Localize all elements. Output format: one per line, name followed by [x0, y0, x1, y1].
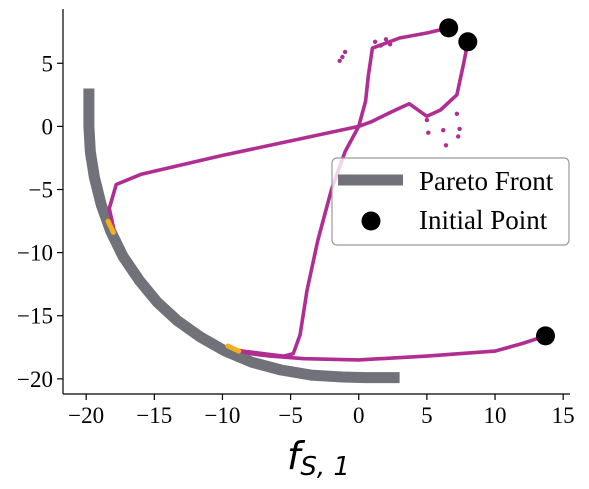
x-axis-label: fS, 1: [287, 434, 350, 482]
y-tick-label: −5: [29, 178, 53, 203]
x-axis-label-subscript: S, 1: [300, 452, 350, 482]
x-tick-label: 15: [552, 403, 575, 428]
trajectory-point: [424, 117, 430, 123]
trajectory-point: [337, 58, 342, 63]
optimum-segment-1: [105, 218, 116, 235]
legend-label-initial: Initial Point: [419, 205, 548, 235]
pareto-front-band: [83, 88, 400, 384]
legend-initial-swatch: [361, 211, 381, 231]
x-tick-label: −10: [204, 403, 240, 428]
pareto-front-series: [83, 88, 400, 384]
y-tick-label: −10: [17, 241, 53, 266]
x-tick-label: −15: [136, 403, 172, 428]
trajectory-point: [372, 39, 378, 44]
y-tick-label: −20: [17, 367, 53, 392]
x-tick-label: 0: [353, 403, 365, 428]
legend: Pareto Front Initial Point: [331, 157, 570, 246]
x-tick-label: 5: [421, 403, 433, 428]
trajectory-point: [441, 128, 446, 133]
trajectory-point: [426, 130, 431, 135]
trajectory-path-5: [234, 334, 548, 362]
trajectory-point: [456, 134, 461, 139]
trajectory-point: [383, 37, 389, 42]
trajectory-point: [342, 49, 348, 55]
y-tick-label: 0: [42, 114, 54, 139]
x-axis-ticks: −20 −15 −10 −5 0 5 10 15: [68, 394, 575, 428]
x-tick-label: 10: [484, 403, 507, 428]
trajectory-point: [454, 111, 460, 117]
x-tick-label: −5: [278, 403, 302, 428]
legend-label-pareto: Pareto Front: [419, 166, 554, 196]
y-axis-ticks: −20 −15 −10 −5 0 5: [17, 51, 63, 392]
trajectory-point: [340, 54, 345, 60]
initial-point-series: [439, 18, 555, 346]
trajectory-point: [378, 43, 383, 48]
optimum-segment-2: [225, 343, 242, 354]
optimum-segments: [105, 218, 242, 354]
plot-area: [83, 18, 555, 384]
y-tick-label: 5: [42, 51, 54, 76]
initial-point: [439, 18, 459, 38]
initial-point: [536, 326, 555, 346]
trajectory-point: [457, 126, 462, 132]
trajectory-point: [387, 42, 393, 47]
trajectory-point: [443, 143, 449, 148]
trajectory-path-3: [107, 124, 361, 230]
trajectory-path-2: [356, 39, 470, 129]
x-tick-label: −20: [68, 403, 104, 428]
y-tick-label: −15: [17, 304, 53, 329]
trajectory-path-1: [356, 26, 451, 129]
initial-point: [458, 32, 478, 52]
